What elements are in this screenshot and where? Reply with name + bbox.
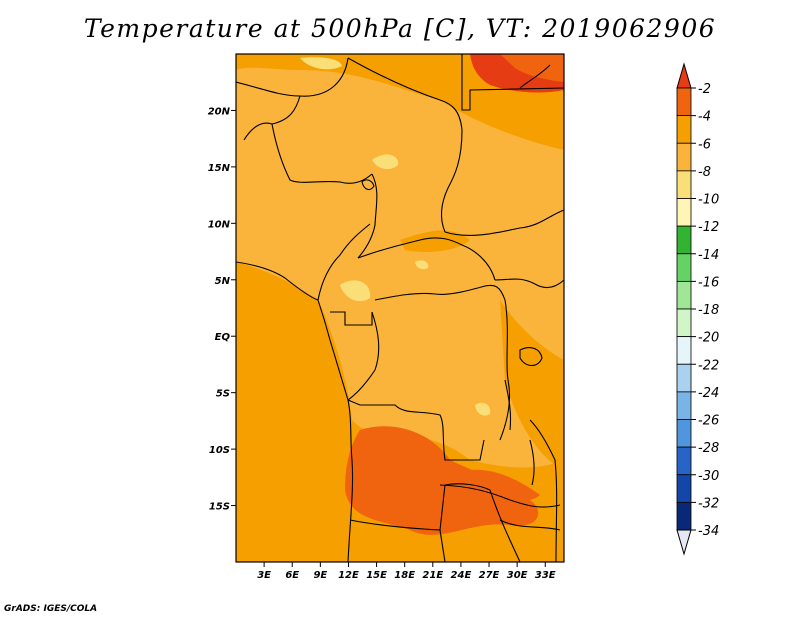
border-mali-niger [347,57,463,131]
red-sea-coast [519,64,551,89]
lon-tick-label: 6E [285,570,299,581]
border-ss-east [494,278,564,289]
lat-tick-label: 15N [208,163,231,174]
field-region-4to6-east [500,300,564,470]
colorbar-label: -30 [698,469,719,484]
lon-tick-label: 24E [451,570,472,581]
border-sudan-ss [444,209,564,236]
border-gabon [330,311,373,326]
colorbar-label: -14 [698,248,719,263]
border-botswana [489,489,521,562]
colorbar-label: -18 [698,303,719,318]
colorbar-segment [676,142,692,172]
colorbar-segment [676,308,692,338]
border-nigeria-cameroon [317,223,371,301]
border-car [357,237,496,281]
lake-malawi [529,439,535,486]
longitude-axis: 3E 6E 9E 12E 15E 18E 21E 24E 27E 30E 33E [257,562,556,581]
coastline-west [236,261,354,562]
lon-tick-label: 15E [366,570,387,581]
border-angola-south [349,483,491,531]
lat-tick-label: 20N [208,106,231,117]
lat-tick-label: EQ [215,332,231,343]
border-drc-east [499,299,511,441]
country-borders [236,54,564,562]
lat-tick-label: 5S [216,389,230,400]
colorbar-label: -22 [698,358,719,373]
border-chad-sudan [441,129,463,233]
colorbar-label: -24 [698,386,719,401]
lon-tick-label: 27E [479,570,500,581]
colorbar-segment [676,474,692,503]
border-mozambique [499,519,561,531]
colorbar-segment [676,419,692,448]
lat-tick-label: 5N [215,276,231,287]
colorbar-label: -10 [698,193,719,208]
colorbar: -2 -4 -6 -8 -10 -12 -14 -16 -18 -20 -22 -24 -26 -28 -3… [676,62,719,556]
field-region-2to4-se [470,469,540,501]
border-niger-nigeria [271,123,373,184]
lon-tick-label: 3E [257,570,271,581]
colorbar-label: -16 [698,275,719,290]
border-zambia [439,484,561,508]
colorbar-segment [676,115,692,144]
colorbar-label: -26 [698,414,719,429]
field-region-8to10-a [372,154,399,170]
colorbar-label: -6 [698,137,711,152]
field-region-8to10-c [300,57,342,70]
colorbar-segment [676,391,692,420]
lon-tick-label: 30E [507,570,528,581]
colorbar-segment [676,170,692,199]
lake-tanganyika [504,379,512,431]
colorbar-segment [676,253,692,282]
colorbar-arrow-bottom [676,529,692,556]
temperature-field [236,54,564,562]
lon-tick-label: 33E [535,570,556,581]
colorbar-label: -32 [698,496,719,511]
lat-tick-label: 10N [208,219,231,230]
colorbar-segment [676,87,692,117]
border-congo [347,311,380,401]
field-region-4to6-sahel [400,230,470,252]
border-tanzania [529,419,558,562]
colorbar-label: -2 [698,82,711,97]
lake-chad [361,179,375,191]
map-title: Temperature at 500hPa [C], VT: 201906290… [83,14,717,43]
colorbar-label: -20 [698,331,719,346]
lat-tick-label: 10S [209,445,230,456]
lon-tick-label: 12E [338,570,359,581]
colorbar-segment [676,198,692,227]
lat-tick-label: 15S [209,502,230,513]
map-frame [235,53,565,563]
lon-tick-label: 9E [313,570,327,581]
colorbar-label: -4 [698,110,711,125]
lake-victoria [519,347,543,367]
field-region-2to4-ne [500,54,564,82]
colorbar-arrow-top [676,62,692,89]
border-chad-lake [357,173,378,259]
colorbar-segment [676,225,692,255]
colorbar-label: -8 [698,165,711,180]
colorbar-segment [676,363,692,393]
colorbar-segment [676,446,692,476]
latitude-axis: 20N 15N 10N 5N EQ 5S 10S 15S [208,106,236,513]
grads-credit: GrADS: IGES/COLA [4,604,98,614]
field-region-2to4-south [345,426,539,535]
field-region-8to10-e [415,260,429,270]
border-drc-angola [347,399,485,461]
border-libya-sudan [461,54,564,111]
border-namibia [439,529,446,562]
field-region-8to10-d [475,402,491,416]
border-car-south [374,284,506,301]
lon-tick-label: 18E [394,570,415,581]
colorbar-segment [676,501,692,531]
colorbar-segment [676,280,692,310]
colorbar-label: -12 [698,220,719,235]
colorbar-label: -34 [698,524,719,539]
colorbar-segment [676,336,692,365]
lon-tick-label: 21E [422,570,443,581]
field-region-8to10-b [340,280,371,302]
colorbar-label: -28 [698,441,719,456]
